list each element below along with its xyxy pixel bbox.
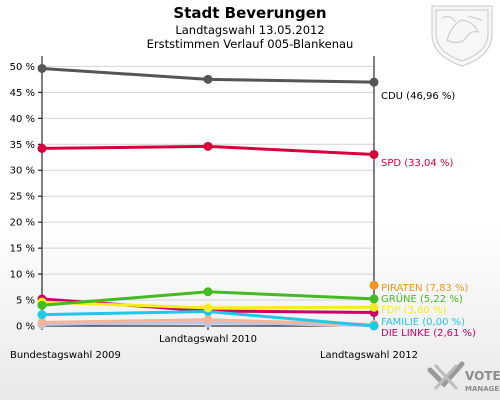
chart-subtitle-district: Erststimmen Verlauf 005-Blankenau: [147, 37, 354, 51]
y-tick-label: 10 %: [10, 270, 35, 281]
data-point-gr-ne: [203, 287, 213, 297]
y-axis: 0 % 5 % 10 % 15 % 20 % 25 % 30 % 35 % 40 % 45 % 50…: [10, 56, 375, 333]
y-tick-label: 20 %: [10, 218, 35, 229]
y-tick-label: 25 %: [10, 192, 35, 203]
coat-of-arms-icon: [431, 5, 493, 67]
grid-lines: [42, 65, 374, 301]
x-tick-label: Landtagswahl 2010: [159, 334, 257, 345]
series-end-label: PIRATEN (7,83 %): [381, 283, 469, 294]
y-tick-label: 15 %: [10, 244, 35, 255]
data-point-piraten: [369, 280, 379, 290]
data-point-fdp: [369, 302, 379, 312]
checkmark-x-icon: [427, 361, 465, 390]
data-point-sonstige: [203, 315, 213, 325]
y-tick-label: 0 %: [16, 322, 35, 333]
x-tick-label: Bundestagswahl 2009: [10, 350, 121, 361]
chart-title: Stadt Beverungen: [173, 4, 326, 22]
series-end-label: CDU (46,96 %): [381, 91, 455, 102]
data-point-familie: [369, 321, 379, 331]
series-end-label: SPD (33,04 %): [381, 158, 453, 169]
y-tick-label: 40 %: [10, 114, 35, 125]
y-tick-label: 50 %: [10, 62, 35, 73]
x-tick-label: Landtagswahl 2012: [320, 350, 418, 361]
series-end-label: DIE LINKE (2,61 %): [381, 328, 476, 339]
series-end-label: GRÜNE (5,22 %): [381, 292, 463, 305]
chart-subtitle-date: Landtagswahl 13.05.2012: [175, 23, 324, 37]
data-point-cdu: [369, 77, 379, 87]
data-point-cdu: [203, 74, 213, 84]
logo-text-manager: MANAGER: [465, 385, 500, 393]
y-tick-label: 45 %: [10, 88, 35, 99]
data-point-sonstige: [37, 317, 47, 327]
y-tick-label: 5 %: [16, 296, 35, 307]
series-end-labels: CDU (46,96 %) SPD (33,04 %) PIRATEN (7,83 …: [381, 91, 476, 339]
data-point-gr-ne: [369, 294, 379, 304]
data-point-fdp: [203, 303, 213, 313]
data-point-spd: [369, 149, 379, 159]
data-points: [37, 63, 379, 331]
data-point-familie: [37, 310, 47, 320]
data-point-spd: [203, 141, 213, 151]
data-point-gr-ne: [37, 300, 47, 310]
series-end-label: FDP (3,60 %): [381, 305, 447, 316]
x-axis: Bundestagswahl 2009 Landtagswahl 2010 Land…: [10, 325, 418, 361]
logo-text-vote: VOTE: [465, 369, 500, 383]
y-tick-label: 30 %: [10, 166, 35, 177]
y-tick-label: 35 %: [10, 140, 35, 151]
vote-manager-logo: VOTE MANAGER: [427, 361, 500, 393]
series-end-label: FAMILIE (0,00 %): [381, 317, 465, 328]
data-point-spd: [37, 143, 47, 153]
data-point-cdu: [37, 63, 47, 73]
